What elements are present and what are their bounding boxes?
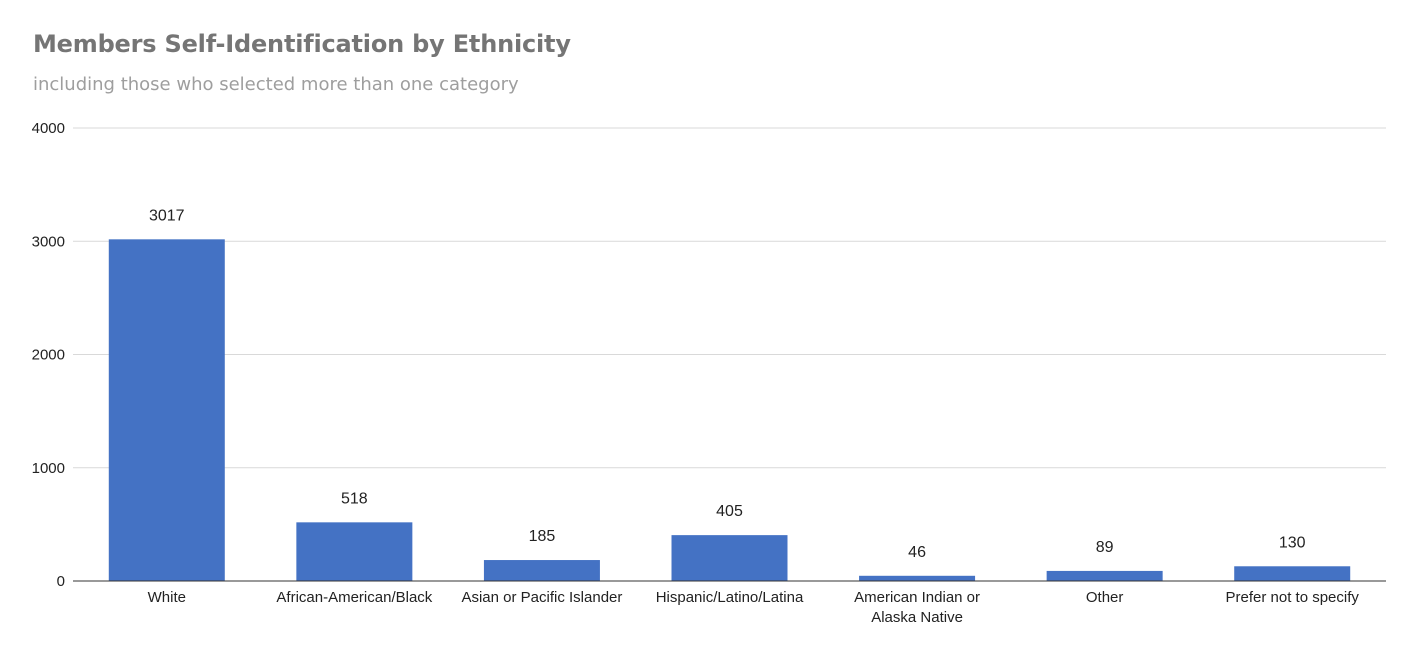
category-labels: White African-American/Black Asian or Paci… xyxy=(148,589,1360,626)
bar xyxy=(296,522,413,581)
category-label: Prefer not to specify xyxy=(1226,589,1360,606)
bar xyxy=(1046,570,1163,581)
data-labels: 3017 518 185 405 46 89 130 xyxy=(149,207,1306,560)
data-label: 185 xyxy=(529,528,556,545)
category-label: Other xyxy=(1086,589,1124,606)
chart-subtitle: including those who selected more than o… xyxy=(33,74,519,95)
y-axis-ticks: 0 1000 2000 3000 4000 xyxy=(32,120,65,590)
data-label: 46 xyxy=(908,544,926,561)
y-tick-label: 4000 xyxy=(32,120,65,137)
bar xyxy=(483,560,600,581)
category-label: American Indian or Alaska Native xyxy=(854,589,980,626)
category-label: White xyxy=(148,589,186,606)
category-label: Hispanic/Latino/Latina xyxy=(656,589,804,606)
gridlines xyxy=(73,127,1386,469)
bars xyxy=(108,239,1351,581)
bar xyxy=(859,575,976,581)
y-tick-label: 3000 xyxy=(32,233,65,250)
bar xyxy=(1234,566,1351,581)
data-label: 405 xyxy=(716,503,743,520)
data-label: 518 xyxy=(341,490,368,507)
y-tick-label: 2000 xyxy=(32,347,65,364)
y-tick-label: 1000 xyxy=(32,460,65,477)
y-tick-label: 0 xyxy=(57,573,65,590)
data-label: 130 xyxy=(1279,534,1306,551)
bar xyxy=(108,239,225,581)
bar xyxy=(671,535,788,581)
category-label: African-American/Black xyxy=(276,589,432,606)
category-label: Asian or Pacific Islander xyxy=(461,589,622,606)
chart-title: Members Self-Identification by Ethnicity xyxy=(33,30,571,58)
data-label: 3017 xyxy=(149,207,185,224)
data-label: 89 xyxy=(1096,539,1114,556)
